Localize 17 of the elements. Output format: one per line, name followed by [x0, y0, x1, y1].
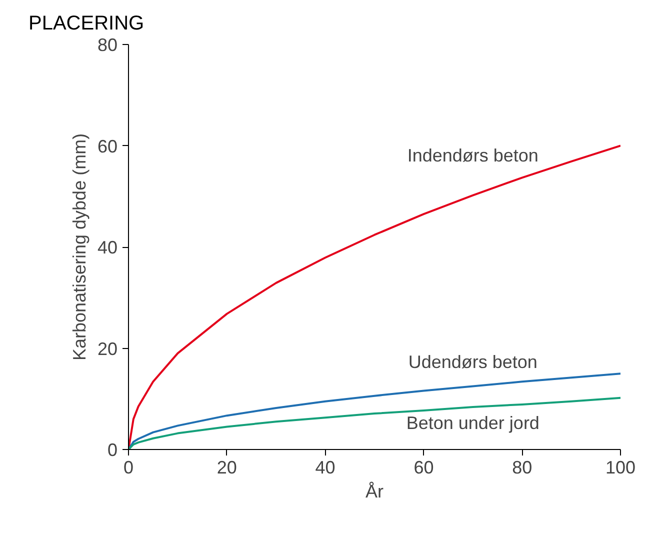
y-tick-label: 20 — [97, 338, 118, 359]
x-axis-title: År — [366, 482, 384, 502]
series-label: Udendørs beton — [408, 352, 538, 372]
y-axis-title: Karbonatisering dybde (mm) — [69, 133, 90, 361]
y-tick-label: 0 — [107, 440, 118, 460]
series-label: Beton under jord — [406, 412, 540, 433]
y-tick-label: 80 — [97, 35, 118, 55]
x-tick-label: 0 — [123, 458, 134, 478]
x-tick-label: 80 — [512, 458, 532, 478]
x-tick-label: 40 — [315, 458, 336, 478]
y-tick-label: 40 — [97, 238, 118, 258]
x-tick-label: 100 — [605, 458, 636, 478]
y-tick-label: 60 — [97, 136, 118, 156]
chart-title: PLACERING — [28, 12, 144, 34]
series-label: Indendørs beton — [407, 145, 538, 166]
x-tick-label: 20 — [216, 458, 237, 478]
x-tick-label: 60 — [414, 458, 434, 478]
